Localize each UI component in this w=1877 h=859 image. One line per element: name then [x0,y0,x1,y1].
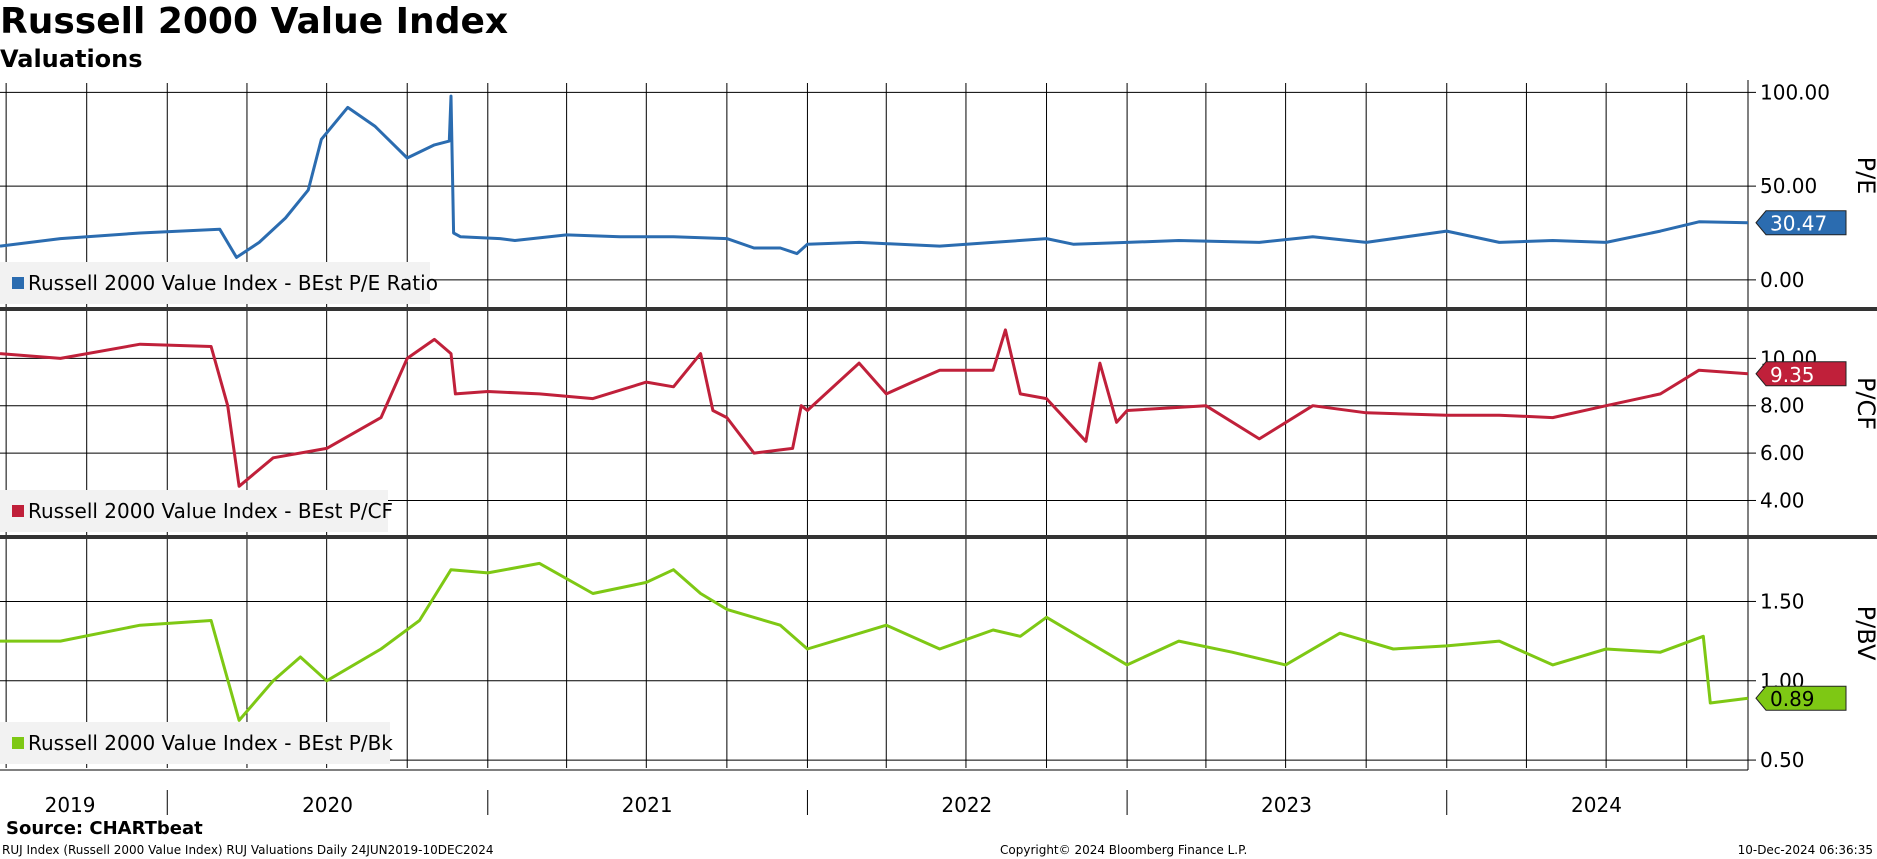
source-note: Source: CHARTbeat [6,818,203,839]
legend-box [0,722,390,764]
y-axis-label: P/E [1852,157,1877,195]
last-value-label: 9.35 [1770,363,1815,387]
x-tick-label: 2022 [941,793,992,817]
y-tick-label: 50.00 [1760,174,1817,198]
footer-ticker-info: RUJ Index (Russell 2000 Value Index) RUJ… [2,843,494,857]
series-line [0,328,1749,488]
last-value-tag [1755,210,1847,236]
legend-label: Russell 2000 Value Index - BEst P/CF [28,499,393,523]
legend-box [0,262,430,304]
x-tick-label: 2021 [622,793,673,817]
x-tick-label: 2023 [1261,793,1312,817]
series-line [0,94,1749,259]
last-value-label: 30.47 [1770,212,1827,236]
series-line [0,561,1749,722]
last-value-label: 0.89 [1770,687,1815,711]
legend-swatch [12,737,24,749]
y-tick-label: 6.00 [1760,441,1805,465]
x-tick-label: 2024 [1571,793,1622,817]
footer-timestamp: 10-Dec-2024 06:36:35 [1737,843,1873,857]
footer-copyright: Copyright© 2024 Bloomberg Finance L.P. [1000,843,1248,857]
y-axis-label: P/BV [1852,606,1877,661]
y-tick-label: 1.50 [1760,589,1805,613]
valuation-chart: 0.00 50.00 100.00 30.47 Russell 2000 Value I… [0,80,1877,817]
legend-label: Russell 2000 Value Index - BEst P/Bk [28,731,393,755]
chart-title: Russell 2000 Value Index [0,1,509,42]
y-axis-label: P/CF [1852,377,1877,430]
chart-subtitle: Valuations [0,45,143,73]
legend-label: Russell 2000 Value Index - BEst P/E Rati… [28,271,438,295]
x-tick-label: 2020 [302,793,353,817]
panel-separator [0,535,1877,539]
y-tick-label: 8.00 [1760,394,1805,418]
last-value-tag [1755,685,1847,711]
y-tick-label: 0.00 [1760,268,1805,292]
y-tick-label: 4.00 [1760,488,1805,512]
panel-separator [0,307,1877,311]
y-tick-label: 100.00 [1760,80,1830,104]
legend-box [0,490,388,532]
legend-swatch [12,505,24,517]
last-value-tag [1755,361,1847,387]
panel-0: 0.00 50.00 100.00 30.47 Russell 2000 Value I… [0,80,1877,308]
x-tick-label: 2019 [45,793,96,817]
y-tick-label: 0.50 [1760,748,1805,772]
legend-swatch [12,277,24,289]
